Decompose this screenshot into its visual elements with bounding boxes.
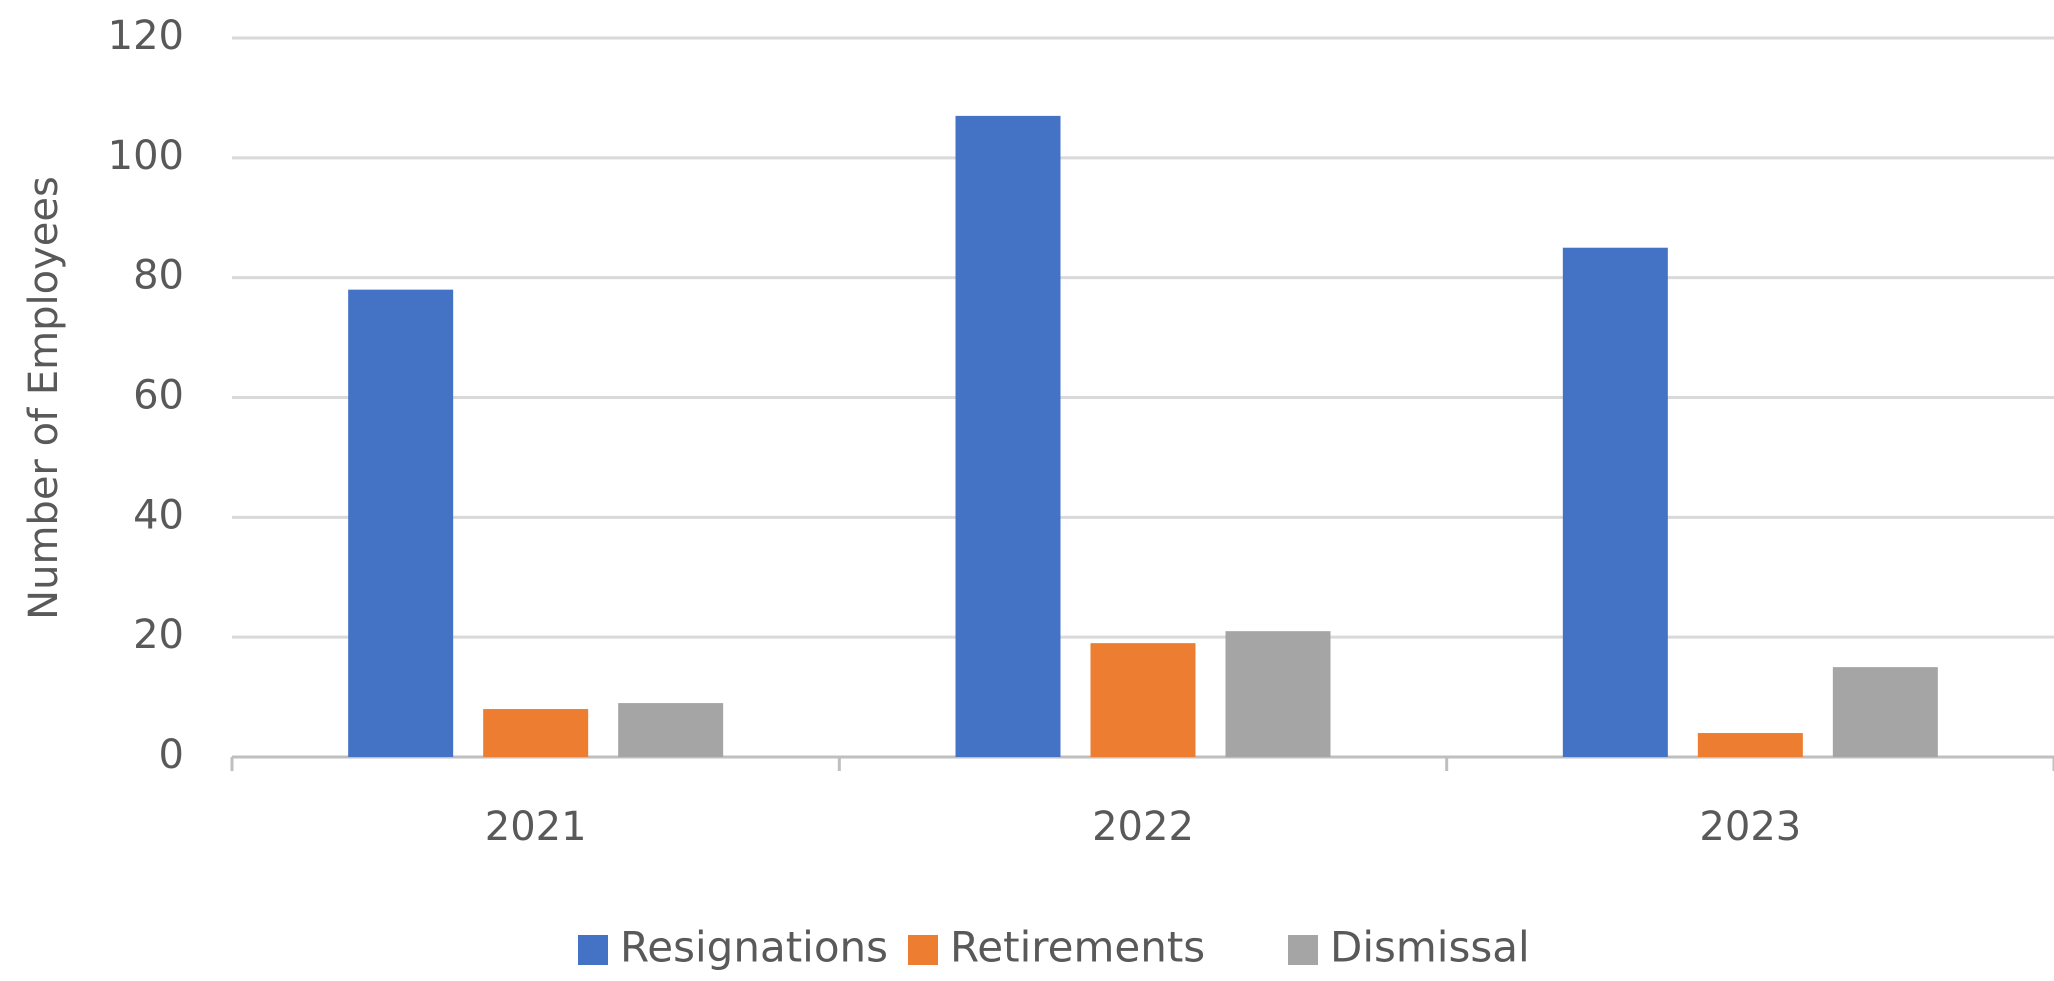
y-tick-label: 20	[133, 612, 184, 658]
bar	[1697, 733, 1803, 757]
y-axis-label: Number of Employees	[21, 176, 67, 620]
legend-label: Dismissal	[1330, 923, 1530, 972]
x-tick-label: 2023	[1699, 804, 1801, 850]
legend-swatch	[578, 935, 608, 965]
legend-swatch	[1288, 935, 1318, 965]
bar	[1225, 631, 1331, 757]
bar	[348, 289, 454, 757]
bar	[618, 703, 724, 757]
y-tick-label: 100	[108, 133, 184, 179]
bar	[955, 115, 1061, 758]
bar	[1090, 643, 1196, 757]
y-tick-label: 120	[108, 13, 184, 59]
y-tick-label: 60	[133, 373, 184, 419]
x-tick-label: 2022	[1092, 804, 1194, 850]
y-tick-label: 40	[133, 492, 184, 538]
legend-swatch	[908, 935, 938, 965]
bar	[483, 709, 589, 757]
bar	[1832, 667, 1938, 757]
bar	[1562, 247, 1668, 758]
legend-label: Resignations	[620, 923, 888, 972]
y-tick-label: 0	[159, 732, 184, 778]
x-tick-label: 2021	[485, 804, 587, 850]
y-tick-label: 80	[133, 253, 184, 299]
legend-label: Retirements	[950, 923, 1205, 972]
